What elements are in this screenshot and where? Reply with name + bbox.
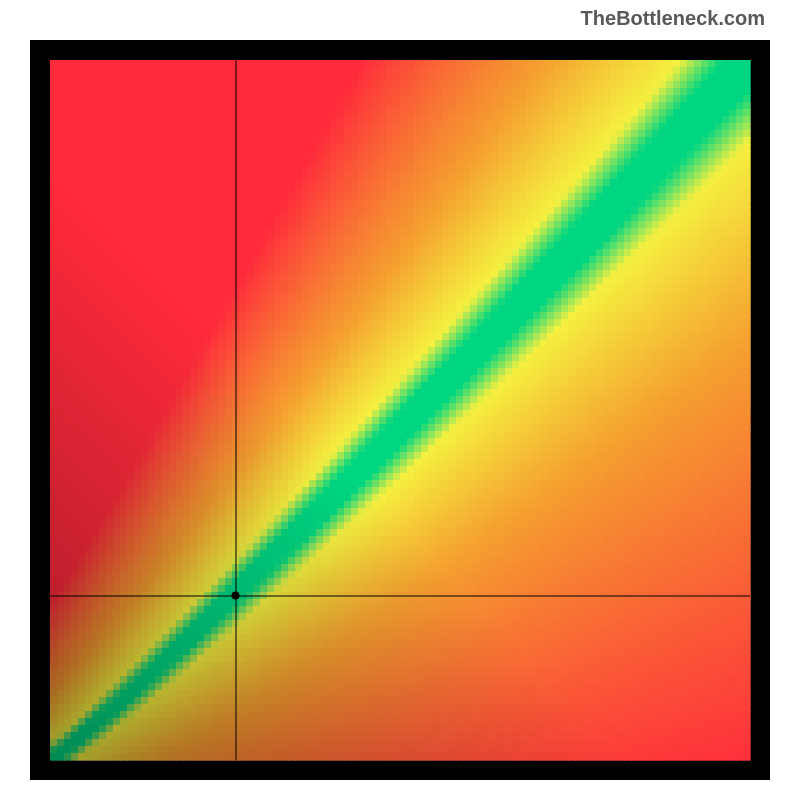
chart-container: TheBottleneck.com — [0, 0, 800, 800]
bottleneck-heatmap — [30, 40, 770, 780]
attribution-label: TheBottleneck.com — [581, 8, 765, 31]
heatmap-frame — [30, 40, 770, 780]
